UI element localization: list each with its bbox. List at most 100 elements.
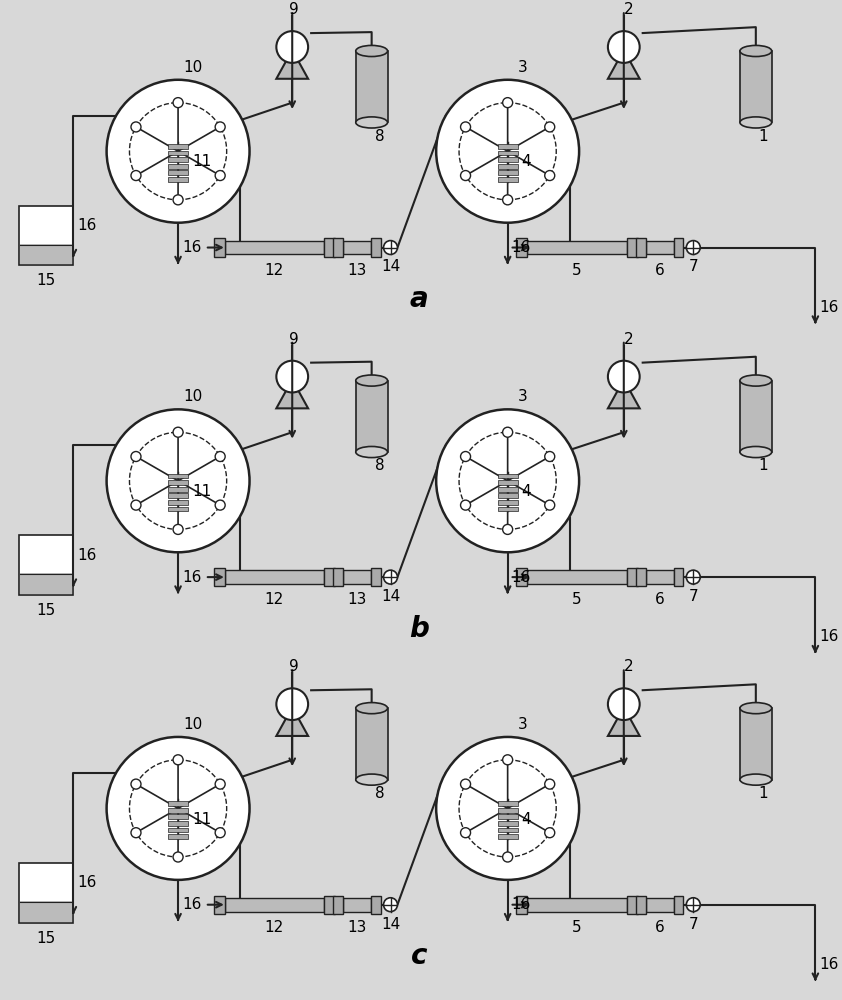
FancyBboxPatch shape (168, 170, 188, 175)
Circle shape (216, 779, 225, 789)
Ellipse shape (740, 117, 772, 128)
Text: 16: 16 (77, 875, 97, 890)
Circle shape (545, 171, 555, 181)
Text: 16: 16 (77, 218, 97, 233)
Circle shape (276, 688, 308, 720)
Ellipse shape (356, 446, 387, 458)
Circle shape (276, 361, 308, 392)
FancyBboxPatch shape (636, 238, 646, 257)
Ellipse shape (356, 117, 387, 128)
Text: 16: 16 (77, 548, 97, 563)
FancyBboxPatch shape (214, 896, 225, 914)
FancyBboxPatch shape (19, 901, 72, 922)
Circle shape (503, 195, 513, 205)
FancyBboxPatch shape (498, 828, 518, 832)
Ellipse shape (740, 446, 772, 458)
FancyBboxPatch shape (168, 808, 188, 813)
Circle shape (216, 452, 225, 462)
Text: 15: 15 (36, 273, 56, 288)
FancyBboxPatch shape (498, 151, 518, 155)
Circle shape (608, 31, 640, 63)
Circle shape (173, 524, 183, 534)
Text: 1: 1 (759, 129, 769, 144)
Polygon shape (276, 380, 308, 408)
Circle shape (461, 500, 471, 510)
Text: 14: 14 (381, 589, 400, 604)
FancyBboxPatch shape (214, 238, 225, 257)
Polygon shape (608, 707, 640, 736)
Ellipse shape (356, 45, 387, 57)
Text: 16: 16 (512, 897, 531, 912)
FancyBboxPatch shape (636, 896, 646, 914)
FancyBboxPatch shape (498, 170, 518, 175)
FancyBboxPatch shape (168, 480, 188, 485)
FancyBboxPatch shape (324, 896, 335, 914)
Polygon shape (608, 380, 640, 408)
Circle shape (461, 779, 471, 789)
FancyBboxPatch shape (333, 238, 343, 257)
Circle shape (216, 500, 225, 510)
FancyBboxPatch shape (168, 144, 188, 149)
FancyBboxPatch shape (674, 896, 684, 914)
FancyBboxPatch shape (498, 814, 518, 819)
Text: 16: 16 (819, 957, 839, 972)
FancyBboxPatch shape (740, 381, 772, 452)
FancyBboxPatch shape (19, 863, 73, 923)
FancyBboxPatch shape (516, 568, 527, 586)
Text: 15: 15 (36, 931, 56, 946)
FancyBboxPatch shape (740, 51, 772, 122)
Text: 13: 13 (347, 263, 366, 278)
Circle shape (276, 31, 308, 63)
Polygon shape (276, 707, 308, 736)
FancyBboxPatch shape (498, 157, 518, 162)
FancyBboxPatch shape (19, 244, 72, 264)
Text: 16: 16 (512, 570, 531, 585)
Ellipse shape (740, 45, 772, 57)
FancyBboxPatch shape (370, 238, 381, 257)
FancyBboxPatch shape (498, 834, 518, 839)
Text: 8: 8 (375, 129, 384, 144)
FancyBboxPatch shape (498, 144, 518, 149)
Circle shape (173, 852, 183, 862)
Circle shape (131, 500, 141, 510)
Circle shape (503, 852, 513, 862)
FancyBboxPatch shape (168, 157, 188, 162)
Circle shape (461, 828, 471, 838)
FancyBboxPatch shape (626, 896, 638, 914)
FancyBboxPatch shape (356, 708, 387, 780)
FancyBboxPatch shape (516, 238, 527, 257)
Circle shape (107, 409, 249, 552)
FancyBboxPatch shape (498, 808, 518, 813)
Text: 4: 4 (522, 812, 531, 827)
FancyBboxPatch shape (168, 507, 188, 511)
FancyBboxPatch shape (168, 164, 188, 169)
FancyBboxPatch shape (646, 898, 674, 912)
FancyBboxPatch shape (498, 164, 518, 169)
Circle shape (216, 828, 225, 838)
Ellipse shape (740, 774, 772, 785)
FancyBboxPatch shape (168, 474, 188, 478)
Text: 2: 2 (624, 332, 633, 347)
Text: c: c (411, 942, 428, 970)
FancyBboxPatch shape (324, 238, 335, 257)
FancyBboxPatch shape (225, 570, 324, 584)
Text: 16: 16 (182, 897, 201, 912)
Text: 16: 16 (819, 300, 839, 315)
FancyBboxPatch shape (168, 814, 188, 819)
Text: 9: 9 (290, 659, 299, 674)
Circle shape (686, 898, 701, 912)
Text: 14: 14 (381, 917, 400, 932)
Circle shape (436, 80, 579, 223)
Circle shape (436, 409, 579, 552)
FancyBboxPatch shape (214, 568, 225, 586)
FancyBboxPatch shape (646, 570, 674, 584)
Circle shape (503, 524, 513, 534)
Text: 16: 16 (819, 629, 839, 644)
FancyBboxPatch shape (168, 821, 188, 826)
Circle shape (384, 241, 397, 254)
FancyBboxPatch shape (498, 507, 518, 511)
Text: 5: 5 (573, 920, 582, 935)
Circle shape (384, 898, 397, 912)
Ellipse shape (356, 774, 387, 785)
FancyBboxPatch shape (740, 708, 772, 780)
